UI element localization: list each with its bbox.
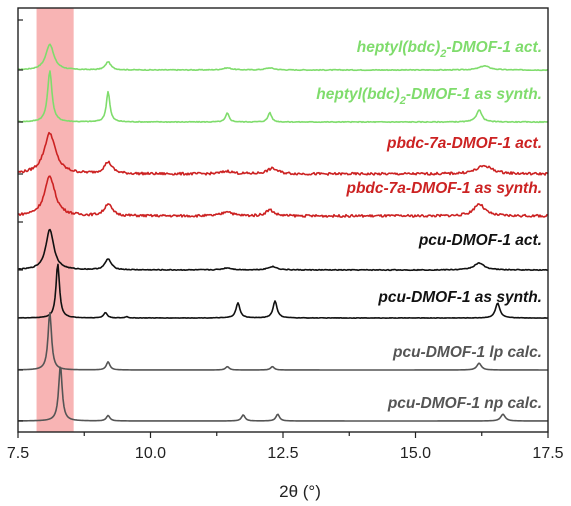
series-line-2 [17,70,549,124]
series-label-subscript: 2 [399,95,406,107]
series-label-2: heptyl(bdc)2-DMOF-1 as synth. [316,86,542,107]
series-label-8: pcu-DMOF-1 np calc. [387,395,542,412]
series-label-main: pbdc-7a-DMOF-1 act. [386,135,542,152]
series-label-layer: heptyl(bdc)2-DMOF-1 act.heptyl(bdc)2-DMO… [316,39,542,412]
series-line-8 [17,366,548,422]
series-label-main: heptyl(bdc) [357,39,441,56]
highlight-band [36,8,74,432]
series-label-3: pbdc-7a-DMOF-1 act. [386,135,542,152]
series-label-main: pcu-DMOF-1 np calc. [387,395,542,412]
series-label-7: pcu-DMOF-1 lp calc. [392,344,542,361]
x-tick-label: 10.0 [135,445,166,462]
x-tick-label: 12.5 [267,445,298,462]
axis-layer: 7.5 10.0 12.5 15.0 17.5 [7,7,564,462]
series-label-main: pcu-DMOF-1 lp calc. [392,344,542,361]
plot-frame [17,7,549,433]
series-line-1 [17,43,549,72]
series-line-3 [17,131,549,176]
series-line-4 [17,175,549,218]
series-label-rest: -DMOF-1 as synth. [406,86,542,103]
x-tick-label: 17.5 [532,445,563,462]
series-label-4: pbdc-7a-DMOF-1 as synth. [346,180,543,197]
series-label-6: pcu-DMOF-1 as synth. [377,289,542,306]
highlight-band-layer [36,8,74,432]
series-label-main: pbdc-7a-DMOF-1 as synth. [346,180,543,197]
x-tick-label: 7.5 [7,445,29,462]
series-label-main: pcu-DMOF-1 as synth. [377,289,542,306]
series-label-subscript: 2 [439,48,446,60]
x-axis-title: 2θ (°) [279,482,321,501]
series-layer [17,43,549,422]
series-line-6 [17,263,549,319]
series-label-rest: -DMOF-1 act. [446,39,542,56]
series-label-1: heptyl(bdc)2-DMOF-1 act. [357,39,542,60]
x-tick-label: 15.0 [400,445,431,462]
series-label-main: heptyl(bdc) [316,86,400,103]
series-label-5: pcu-DMOF-1 act. [418,232,542,249]
series-line-5 [17,228,549,272]
series-line-7 [17,311,548,371]
series-label-main: pcu-DMOF-1 act. [418,232,542,249]
